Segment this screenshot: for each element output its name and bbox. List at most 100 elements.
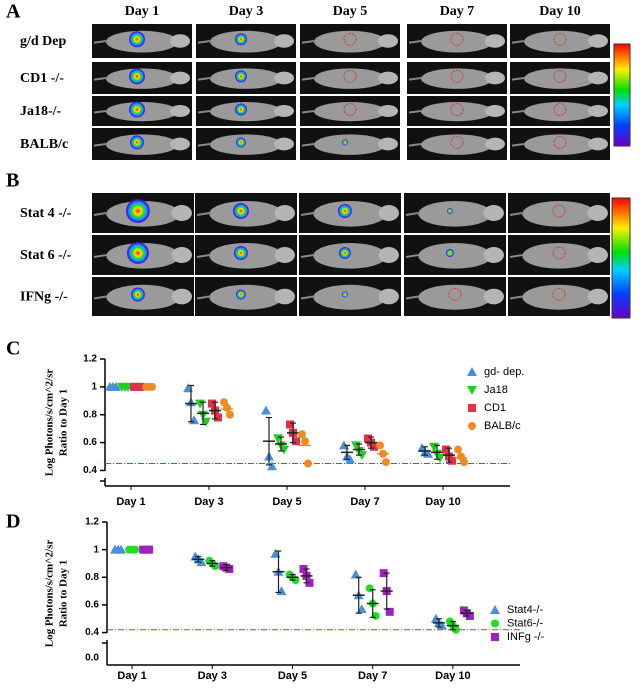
x-tick-label: Day 5	[272, 496, 301, 508]
mouse-head	[483, 247, 504, 263]
legend-label: INFg -/-	[507, 631, 545, 643]
y-tick-label: 0.4	[83, 465, 97, 476]
mouse-head	[171, 288, 192, 305]
mouse-head	[483, 205, 504, 221]
mouse-tail	[511, 77, 525, 81]
point	[292, 437, 300, 446]
point	[267, 461, 277, 471]
mouse-tail	[196, 295, 210, 300]
mouse-tail	[509, 212, 523, 216]
panel-label: A	[6, 1, 21, 23]
mouse-body	[418, 201, 492, 227]
mouse-body	[522, 284, 596, 310]
mouse-body	[524, 68, 596, 89]
point	[261, 405, 271, 415]
mouse-tail	[93, 143, 107, 147]
x-tick-label: Day 1	[116, 496, 145, 508]
mouse-head	[274, 34, 294, 48]
signal	[235, 103, 247, 116]
legend-label: Ja18	[484, 384, 508, 396]
mouse-head	[274, 105, 294, 117]
mouse-body	[314, 30, 386, 53]
legend-label: gd- dep.	[484, 366, 524, 378]
legend-label: Stat6-/-	[507, 617, 543, 629]
point	[385, 607, 394, 616]
signal	[445, 249, 454, 257]
mouse-head	[378, 71, 398, 85]
signal	[342, 139, 348, 146]
mouse-head	[378, 205, 399, 221]
mouse-tail	[197, 110, 211, 114]
roi	[450, 135, 464, 149]
legend-marker	[468, 422, 476, 430]
point	[214, 413, 222, 422]
mouse-head	[171, 247, 192, 263]
x-tick-label: Day 10	[425, 496, 460, 508]
mouse-head	[485, 34, 505, 48]
point	[301, 437, 309, 446]
mouse-tail	[93, 40, 107, 44]
mouse-tail	[197, 143, 211, 147]
mouse-head	[485, 137, 505, 151]
y-tick-label: 0.6	[83, 437, 97, 448]
signal	[126, 242, 149, 264]
roi	[552, 288, 566, 302]
mouse-head	[171, 205, 192, 221]
mouse-body	[210, 134, 282, 155]
mouse-head	[170, 71, 190, 85]
mouse-tail	[408, 40, 422, 44]
mouse-tail	[511, 110, 525, 114]
mouse-head	[378, 34, 398, 48]
signal	[130, 135, 144, 150]
mouse-head	[170, 105, 190, 117]
point	[376, 441, 384, 450]
x-tick-label: Day 5	[278, 670, 307, 682]
mouse-head	[378, 105, 398, 117]
mouse-head	[170, 34, 190, 48]
point	[448, 456, 456, 465]
mouse-tail	[408, 77, 422, 81]
mouse-head	[274, 247, 295, 263]
signal	[341, 291, 348, 298]
mouse-tail	[405, 295, 419, 300]
point	[298, 430, 306, 439]
roi	[553, 103, 567, 116]
mouse-body	[421, 134, 493, 155]
mouse-tail	[300, 212, 314, 216]
mouse-tail	[197, 77, 211, 81]
y-tick-label: 0.6	[85, 600, 99, 611]
mouse-head	[485, 71, 505, 85]
legend-marker	[468, 404, 476, 412]
mouse-tail	[408, 143, 422, 147]
mouse-tail	[511, 40, 525, 44]
y-tick-label: 0.8	[83, 409, 97, 420]
mouse-head	[274, 288, 295, 305]
y-axis-label: Ratio to Day 1	[58, 389, 70, 457]
mouse-head	[378, 137, 398, 151]
mouse-body	[421, 102, 493, 122]
mouse-tail	[196, 254, 210, 258]
y-axis-label: Ratio to Day 1	[58, 560, 70, 628]
mouse-tail	[93, 254, 107, 258]
point	[365, 584, 374, 593]
mouse-head	[485, 105, 505, 117]
roi	[450, 103, 464, 116]
mouse-tail	[93, 77, 107, 81]
y-tick-label: 0.8	[85, 572, 99, 583]
y-tick-label: 1.2	[85, 517, 99, 528]
signal	[337, 204, 352, 218]
mouse-body	[314, 134, 386, 155]
x-tick-label: Day 7	[350, 496, 379, 508]
mouse-body	[524, 30, 596, 53]
color-scale	[611, 197, 631, 319]
point	[225, 564, 234, 573]
x-tick-label: Day 7	[358, 670, 387, 682]
point	[226, 410, 234, 419]
point	[364, 434, 372, 443]
column-label: Day 7	[440, 4, 475, 19]
point	[223, 403, 231, 412]
signal	[129, 68, 145, 85]
mouse-body	[421, 30, 493, 53]
point	[460, 458, 468, 467]
mouse-tail	[511, 143, 525, 147]
